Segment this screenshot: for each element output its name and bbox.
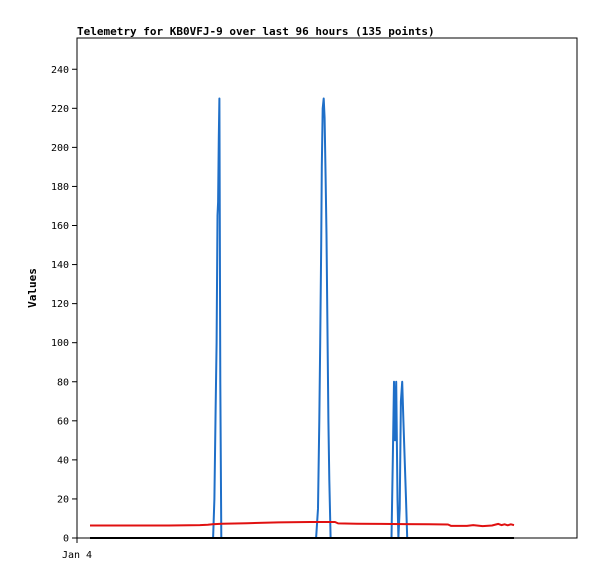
x-tick-label: Jan 4	[62, 550, 92, 561]
y-tick-label: 80	[57, 377, 69, 388]
y-tick-label: 160	[51, 221, 69, 232]
y-tick-label: 100	[51, 338, 69, 349]
x-axis: Jan 4	[62, 538, 92, 561]
y-tick-label: 240	[51, 65, 69, 76]
y-tick-label: 220	[51, 104, 69, 115]
series-group	[90, 97, 515, 539]
y-tick-label: 200	[51, 143, 69, 154]
y-tick-label: 180	[51, 182, 69, 193]
y-tick-label: 140	[51, 260, 69, 271]
y-tick-label: 0	[63, 534, 69, 545]
y-axis-label: Values	[26, 268, 39, 308]
y-tick-label: 60	[57, 416, 69, 427]
y-tick-label: 120	[51, 299, 69, 310]
chart-title: Telemetry for KB0VFJ-9 over last 96 hour…	[77, 25, 435, 38]
y-tick-label: 20	[57, 494, 69, 505]
series-line-1	[90, 521, 515, 528]
series-line-0	[90, 97, 514, 539]
y-axis: 0 20 40 60 80 100 120 140 160 180 200 220 240	[51, 65, 77, 545]
y-tick-label: 40	[57, 455, 69, 466]
